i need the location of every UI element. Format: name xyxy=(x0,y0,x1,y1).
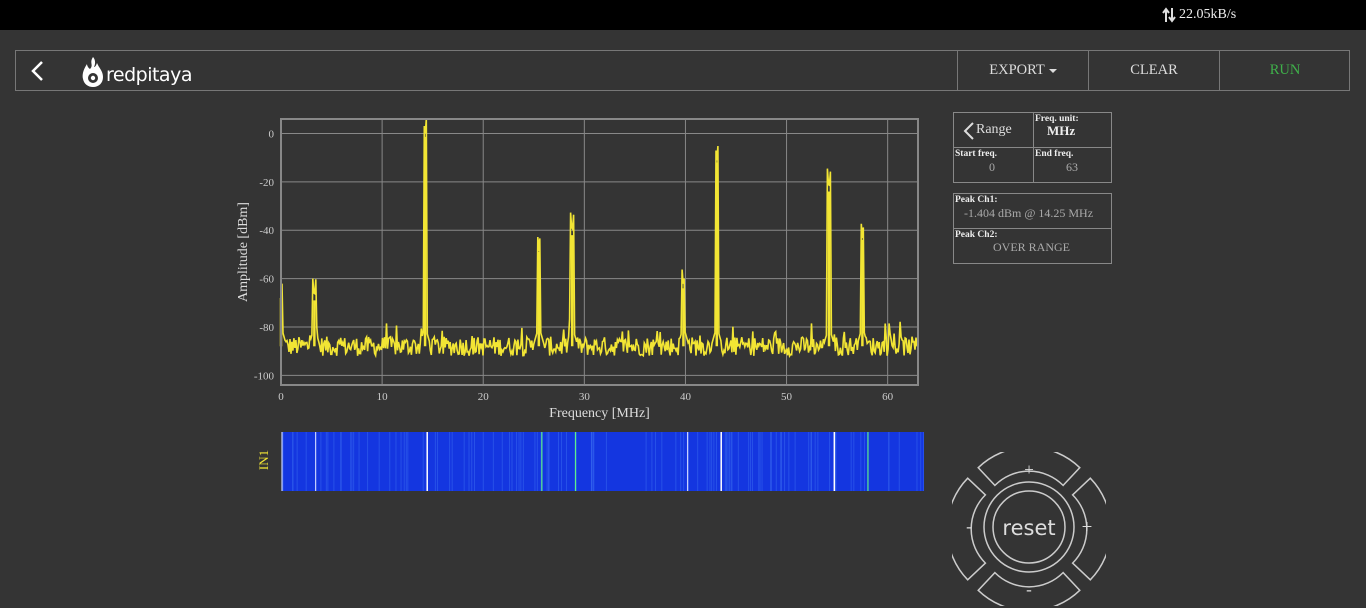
spectrum-trace xyxy=(280,119,919,359)
reset-button[interactable] xyxy=(992,490,1066,564)
export-label: EXPORT xyxy=(989,62,1045,78)
y-tick-label: -40 xyxy=(259,225,274,237)
waterfall-lines xyxy=(281,432,925,491)
end-freq-value: 63 xyxy=(1066,160,1078,174)
freq-unit-label: Freq. unit: xyxy=(1035,114,1079,124)
peak-ch2-value: OVER RANGE xyxy=(993,240,1070,254)
run-button[interactable]: RUN xyxy=(1219,51,1350,90)
chevron-left-icon xyxy=(963,122,974,140)
end-freq-field[interactable]: End freq. 63 xyxy=(1034,148,1111,182)
chevron-left-icon xyxy=(31,61,43,81)
network-indicator: 22.05kB/s xyxy=(1162,7,1236,23)
reset-label: reset xyxy=(1002,516,1055,540)
x-axis-label: Frequency [MHz] xyxy=(549,406,650,420)
x-tick-label: 60 xyxy=(882,391,894,403)
x-tick-label: 50 xyxy=(781,391,793,403)
peak-panel: Peak Ch1: -1.404 dBm @ 14.25 MHz Peak Ch… xyxy=(953,193,1112,264)
y-tick-label: -100 xyxy=(254,370,275,382)
freq-unit-select[interactable]: Freq. unit: MHz xyxy=(1034,113,1111,148)
x-tick-label: 20 xyxy=(478,391,490,403)
peak-ch1-label: Peak Ch1: xyxy=(955,195,998,205)
waterfall-background xyxy=(282,432,924,491)
x-tick-label: 30 xyxy=(579,391,591,403)
reset-ring xyxy=(983,481,1075,573)
updown-arrows-icon xyxy=(1162,7,1176,23)
plot-frame xyxy=(280,118,919,386)
app-navbar: redpitaya EXPORT CLEAR RUN xyxy=(15,50,1350,91)
x-tick-label: 10 xyxy=(377,391,389,403)
caret-down-icon xyxy=(1048,68,1057,73)
end-freq-label: End freq. xyxy=(1035,149,1074,159)
chart-ticks: 0 10 20 30 40 50 60 0 -20 -40 -60 -80 -100 xyxy=(254,129,894,403)
plus-right-icon: + xyxy=(1082,517,1093,538)
spectrum-chart[interactable]: 0 10 20 30 40 50 60 0 -20 -40 -60 -80 -100 Frequency… xyxy=(230,110,930,420)
range-button[interactable]: Range xyxy=(954,113,1034,148)
clear-button[interactable]: CLEAR xyxy=(1088,51,1219,90)
start-freq-value: 0 xyxy=(989,160,995,174)
net-speed: 22.05kB/s xyxy=(1179,7,1237,22)
x-tick-label: 40 xyxy=(680,391,692,403)
peak-ch2-label: Peak Ch2: xyxy=(955,230,998,240)
start-freq-field[interactable]: Start freq. 0 xyxy=(954,148,1034,182)
y-tick-label: -80 xyxy=(259,322,274,334)
range-label: Range xyxy=(976,122,1012,137)
redpitaya-logo: redpitaya xyxy=(82,56,192,88)
y-axis-label: Amplitude [dBm] xyxy=(236,202,251,302)
range-panel: Range Freq. unit: MHz Start freq. 0 End … xyxy=(953,112,1112,183)
zoom-out-x-button[interactable] xyxy=(952,477,987,581)
waterfall-channel-label: IN1 xyxy=(256,450,271,470)
peak-ch1: Peak Ch1: -1.404 dBm @ 14.25 MHz xyxy=(954,194,1111,229)
zoom-out-y-button[interactable] xyxy=(977,571,1081,606)
plus-top-icon: + xyxy=(1024,460,1034,479)
clear-label: CLEAR xyxy=(1130,62,1178,78)
top-status-bar: 22.05kB/s xyxy=(0,0,1366,30)
run-label: RUN xyxy=(1269,62,1301,78)
y-tick-label: 0 xyxy=(269,129,275,141)
flame-logo-icon xyxy=(82,57,103,87)
y-tick-label: -20 xyxy=(259,177,274,189)
back-button[interactable] xyxy=(24,57,52,85)
y-tick-label: -60 xyxy=(259,274,274,286)
freq-unit-value: MHz xyxy=(1047,123,1076,138)
waterfall-display: IN1 xyxy=(256,432,925,491)
zoom-pad: reset + - - + xyxy=(952,452,1106,606)
chart-series xyxy=(279,119,919,359)
minus-left-icon: - xyxy=(966,517,972,536)
x-tick-label: 0 xyxy=(278,391,284,403)
peak-ch1-value: -1.404 dBm @ 14.25 MHz xyxy=(964,206,1094,220)
zoom-in-y-button[interactable] xyxy=(977,452,1081,487)
start-freq-label: Start freq. xyxy=(955,149,998,159)
zoom-in-x-button[interactable] xyxy=(1071,477,1106,581)
peak-ch2: Peak Ch2: OVER RANGE xyxy=(954,229,1111,263)
export-button[interactable]: EXPORT xyxy=(957,51,1088,90)
minus-bottom-icon: - xyxy=(1026,580,1032,599)
brand-name: redpitaya xyxy=(106,64,192,86)
